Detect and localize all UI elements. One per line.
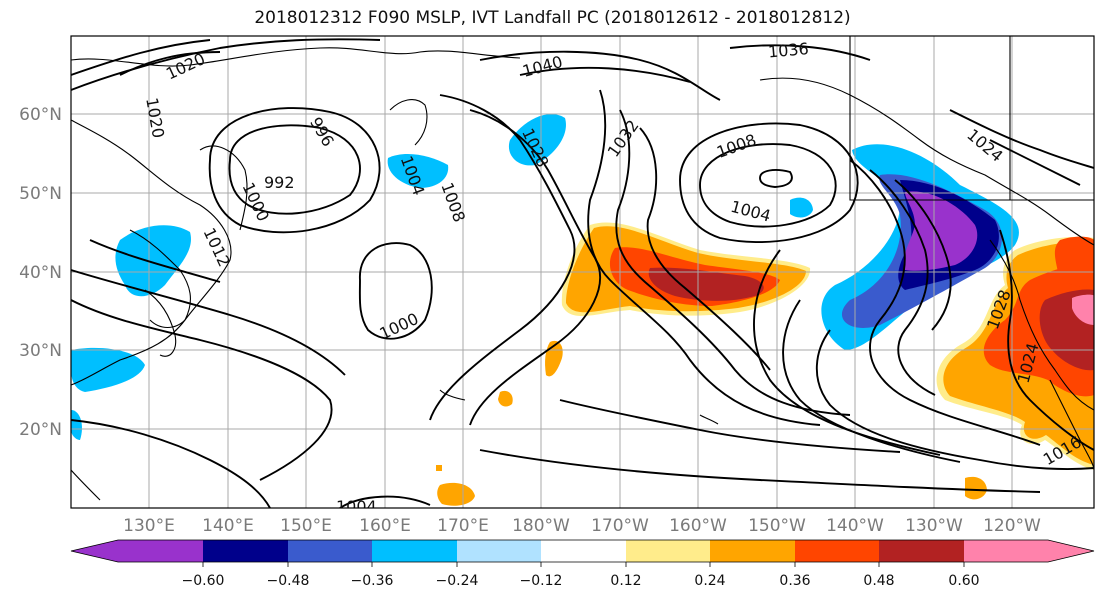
gridlines [71, 36, 1094, 508]
colorbar-tick-2: −0.48 [267, 573, 310, 589]
colorbar-segment-9 [795, 540, 879, 562]
contour-label-1036: 1036 [767, 39, 809, 61]
lat-label-50n: 50°N [19, 184, 62, 204]
colorbar-segment-5 [457, 540, 541, 562]
colorbar-extend-high [1048, 540, 1094, 562]
ivt-negative-shading [71, 114, 1019, 440]
contour-label-992: 992 [264, 173, 295, 192]
lon-label-170e: 170°E [437, 516, 489, 536]
lon-label-130e: 130°E [123, 516, 175, 536]
lon-label-150w: 150°W [748, 516, 806, 536]
colorbar-tick-10: 0.60 [948, 573, 979, 589]
longitude-labels: 130°E 140°E 150°E 160°E 170°E 180°W 170°… [123, 516, 1041, 536]
colorbar-tick-1: −0.60 [182, 573, 225, 589]
colorbar-segment-2 [203, 540, 288, 562]
lat-label-40n: 40°N [19, 263, 62, 283]
colorbar-segment-10 [879, 540, 964, 562]
latitude-labels: 60°N 50°N 40°N 30°N 20°N [19, 105, 62, 440]
colorbar-outline [70, 539, 1095, 563]
colorbar-segment-11 [964, 540, 1048, 562]
colorbar-segment-4 [372, 540, 457, 562]
colorbar-tick-4: −0.24 [436, 573, 479, 589]
lon-label-130w: 130°W [905, 516, 963, 536]
lon-label-170w: 170°W [591, 516, 649, 536]
colorbar-tick-6: 0.12 [610, 573, 641, 589]
colorbar: −0.60 −0.48 −0.36 −0.24 −0.12 0.12 0.24 … [70, 539, 1095, 589]
lon-label-150e: 150°E [280, 516, 332, 536]
contour-label-1004-c: 1004 [336, 497, 377, 516]
coastlines [71, 36, 1094, 501]
colorbar-segment-7 [626, 540, 710, 562]
map-panel: 1020 1020 996 992 1000 1012 1004 1008 10… [71, 36, 1094, 516]
colorbar-segment-1 [118, 540, 203, 562]
lon-label-120w: 120°W [983, 516, 1041, 536]
lon-label-140e: 140°E [202, 516, 254, 536]
mslp-contours [71, 38, 1094, 508]
lon-label-160w: 160°W [669, 516, 727, 536]
lat-label-20n: 20°N [19, 420, 62, 440]
ivt-positive-shading [436, 222, 1094, 506]
map-title: 2018012312 F090 MSLP, IVT Landfall PC (2… [254, 8, 851, 28]
map-frame [70, 35, 1095, 509]
colorbar-segment-6 [541, 540, 626, 562]
lon-label-160e: 160°E [359, 516, 411, 536]
colorbar-tick-7: 0.24 [694, 573, 725, 589]
colorbar-tick-5: −0.12 [520, 573, 563, 589]
colorbar-extend-low [71, 540, 118, 562]
colorbar-tick-3: −0.36 [351, 573, 394, 589]
colorbar-tick-9: 0.48 [863, 573, 894, 589]
lat-label-60n: 60°N [19, 105, 62, 125]
colorbar-segment-3 [288, 540, 372, 562]
lat-label-30n: 30°N [19, 341, 62, 361]
lon-label-180w: 180°W [512, 516, 570, 536]
lon-label-140w: 140°W [826, 516, 884, 536]
colorbar-segment-8 [710, 540, 795, 562]
colorbar-tick-8: 0.36 [779, 573, 810, 589]
